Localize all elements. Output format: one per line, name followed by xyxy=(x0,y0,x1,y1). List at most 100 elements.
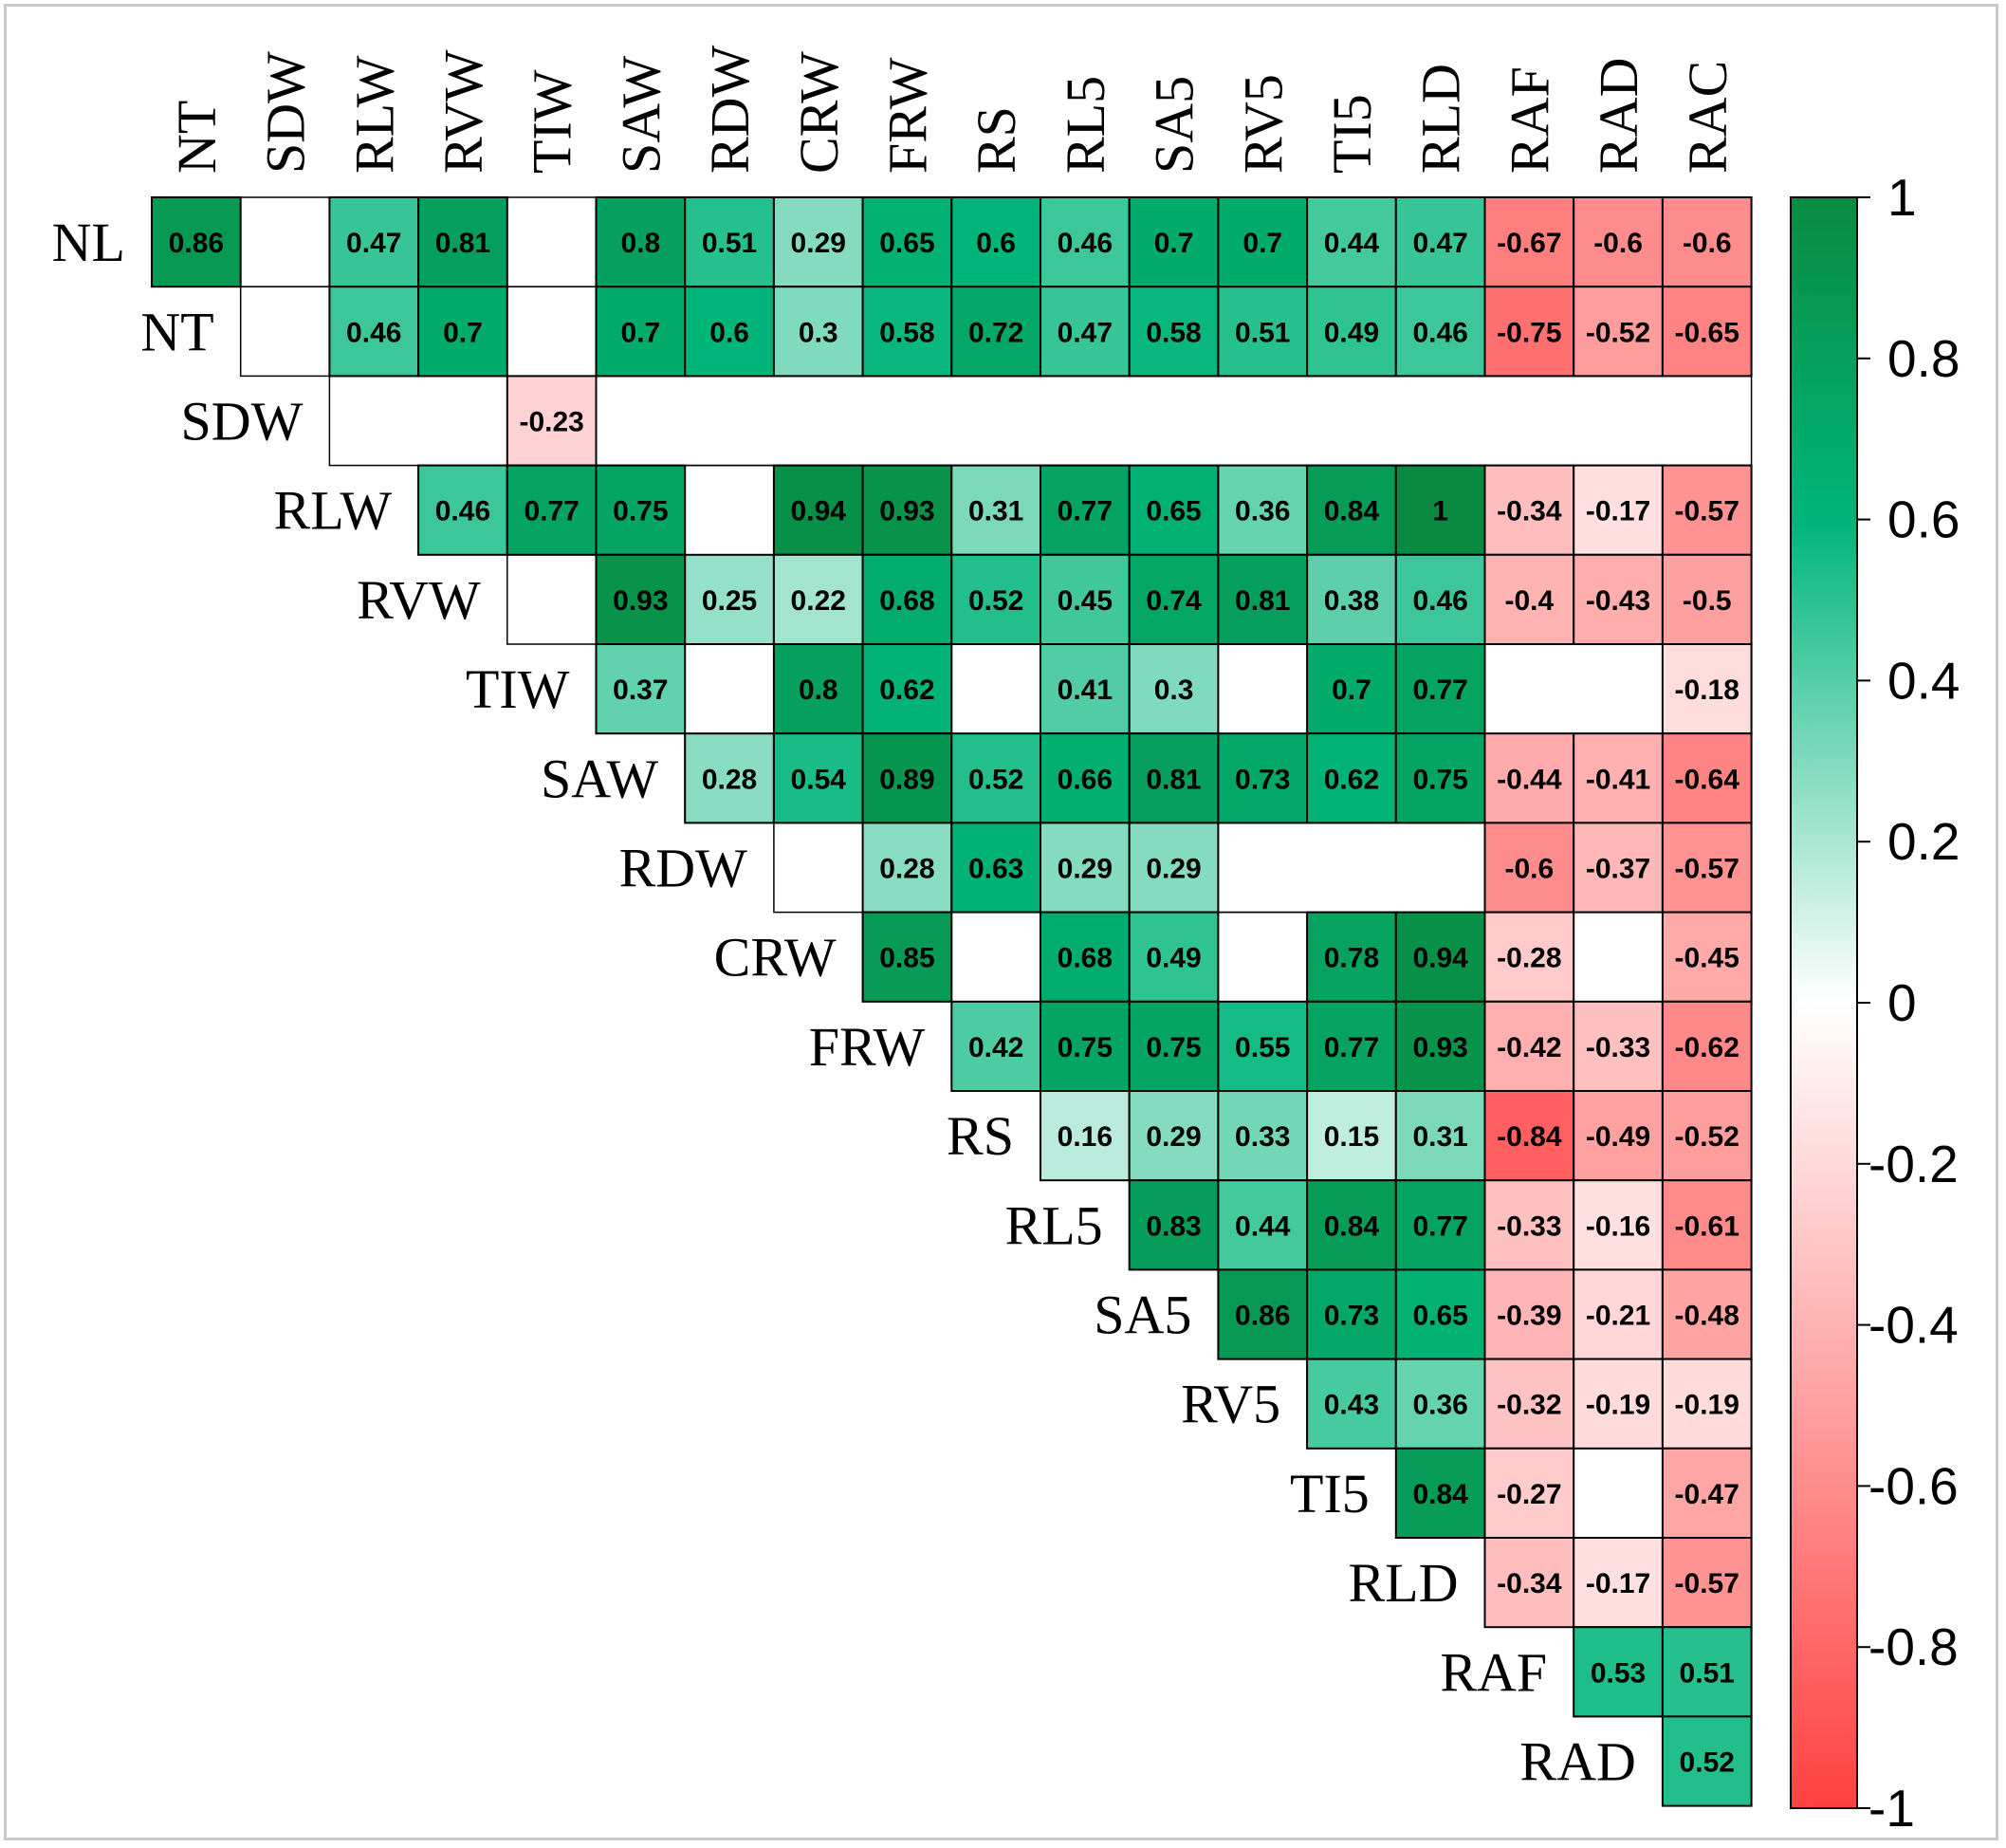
heatmap-cell xyxy=(950,464,1041,556)
cell-value-label: 0.28 xyxy=(702,764,757,795)
cell-value-label: -0.45 xyxy=(1675,943,1739,974)
row-label: TIW xyxy=(466,658,570,720)
cell-value-label: 0.29 xyxy=(1146,1121,1201,1153)
heatmap-cell xyxy=(1217,1268,1309,1360)
heatmap-cell xyxy=(1040,286,1131,378)
cell-value-label: 0.77 xyxy=(524,496,579,527)
colorbar-tick-label: 0.6 xyxy=(1887,490,1960,549)
cell-value-label: -0.52 xyxy=(1675,1121,1739,1153)
heatmap-cell xyxy=(1128,553,1220,645)
row-label: RLW xyxy=(274,480,393,542)
heatmap-cell xyxy=(417,286,508,378)
heatmap-cell xyxy=(1394,286,1486,378)
cell-value-label: 0.58 xyxy=(1146,317,1201,348)
heatmap-cell xyxy=(684,286,775,378)
cell-value-label: 0.65 xyxy=(1412,1301,1467,1332)
row-label: SA5 xyxy=(1094,1284,1191,1346)
heatmap-cell xyxy=(1217,286,1309,378)
cell-value-label: 0.33 xyxy=(1235,1121,1290,1153)
column-label: RLW xyxy=(343,55,405,174)
cell-value-label: 0.72 xyxy=(968,317,1023,348)
cell-value-label: 0.78 xyxy=(1324,943,1379,974)
cell-value-label: -0.23 xyxy=(519,407,583,438)
cell-value-label: 0.7 xyxy=(1332,675,1371,706)
cell-value-label: 0.44 xyxy=(1235,1210,1291,1242)
heatmap-cell xyxy=(1661,1715,1753,1807)
cell-value-label: 0.28 xyxy=(879,854,934,885)
cell-value-label: 1 xyxy=(1432,496,1448,527)
row-label: FRW xyxy=(809,1016,926,1078)
cell-value-label: 0.47 xyxy=(1412,228,1467,259)
cell-value-label: 0.45 xyxy=(1058,585,1113,617)
cell-value-label: 0.8 xyxy=(620,228,660,259)
cell-value-label: 0.49 xyxy=(1146,943,1201,974)
cell-value-label: -0.21 xyxy=(1586,1301,1650,1332)
colorbar-tick-label: -1 xyxy=(1868,1779,1915,1838)
cell-value-label: -0.39 xyxy=(1497,1301,1561,1332)
colorbar-tick-label: -0.8 xyxy=(1868,1617,1959,1676)
heatmap-cell xyxy=(595,286,687,378)
cell-value-label: -0.52 xyxy=(1586,317,1650,348)
column-label: RV5 xyxy=(1232,74,1294,174)
column-label: RL5 xyxy=(1055,76,1116,174)
heatmap-cell xyxy=(1573,464,1664,556)
heatmap-cell xyxy=(1483,732,1575,824)
row-label: RAD xyxy=(1519,1731,1635,1793)
heatmap-cell xyxy=(1128,1090,1220,1182)
heatmap-cell xyxy=(1573,553,1664,645)
heatmap-cell xyxy=(772,553,864,645)
heatmap-cell xyxy=(950,1000,1041,1093)
heatmap-cell xyxy=(1483,1090,1575,1182)
column-label: SA5 xyxy=(1144,76,1205,174)
cell-value-label: 0.81 xyxy=(1235,585,1290,617)
row-label: RLD xyxy=(1349,1552,1459,1614)
cell-value-label: 0.68 xyxy=(1058,943,1113,974)
heatmap-cell xyxy=(1217,1090,1309,1182)
cell-value-label: 0.81 xyxy=(1146,764,1201,795)
heatmap-cell xyxy=(1306,196,1397,288)
cell-value-label: 0.53 xyxy=(1591,1657,1646,1689)
heatmap-cell xyxy=(1306,643,1397,735)
cell-value-label: -0.33 xyxy=(1586,1032,1650,1063)
heatmap-cell xyxy=(950,822,1041,914)
heatmap-cell xyxy=(1306,286,1397,378)
cell-value-label: -0.6 xyxy=(1593,228,1643,259)
heatmap-cell xyxy=(1661,822,1753,914)
heatmap-cell xyxy=(595,643,687,735)
cell-value-label: 0.22 xyxy=(791,585,846,617)
cell-value-label: -0.17 xyxy=(1586,496,1650,527)
heatmap-cell xyxy=(1128,464,1220,556)
heatmap-cell xyxy=(684,196,775,288)
cell-value-label: 0.3 xyxy=(1154,675,1194,706)
heatmap-cell xyxy=(1483,286,1575,378)
heatmap-cell xyxy=(1394,1268,1486,1360)
heatmap-cell xyxy=(861,911,953,1003)
cell-value-label: -0.37 xyxy=(1586,854,1650,885)
colorbar-tick-label: -0.6 xyxy=(1868,1456,1959,1515)
heatmap-cell xyxy=(1040,822,1131,914)
heatmap-cell xyxy=(1573,1358,1664,1450)
heatmap-cell xyxy=(1573,196,1664,288)
cell-value-label: 0.84 xyxy=(1324,496,1380,527)
heatmap-cell xyxy=(1394,911,1486,1003)
heatmap-cell xyxy=(1573,732,1664,824)
heatmap-cells: 0.86 0.47 0.81 0.8 0.51 0.29 0.65 0.6 0.46 0.7 0.7… xyxy=(151,196,1753,1807)
cell-value-label: 0.36 xyxy=(1235,496,1290,527)
cell-value-label: -0.57 xyxy=(1675,1568,1739,1599)
cell-value-label: 0.52 xyxy=(968,764,1023,795)
heatmap-cell xyxy=(1483,1447,1575,1540)
cell-value-label: 0.94 xyxy=(791,496,847,527)
cell-value-label: 0.6 xyxy=(976,228,1016,259)
cell-value-label: 0.46 xyxy=(1412,317,1467,348)
colorbar-tick-label: -0.4 xyxy=(1868,1296,1959,1355)
heatmap-cell xyxy=(772,196,864,288)
column-label: RAD xyxy=(1588,58,1649,174)
colorbar-tick-label: 0.8 xyxy=(1887,329,1960,388)
heatmap-cell xyxy=(151,196,242,288)
cell-value-label: 0.51 xyxy=(1235,317,1290,348)
colorbar-tick-label: -0.2 xyxy=(1868,1135,1959,1193)
heatmap-cell xyxy=(1394,1358,1486,1450)
column-label: TI5 xyxy=(1321,94,1383,174)
heatmap-cell xyxy=(1128,286,1220,378)
